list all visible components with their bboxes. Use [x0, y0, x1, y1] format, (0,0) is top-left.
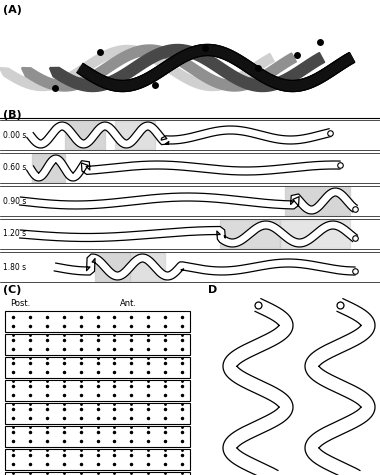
Polygon shape	[305, 299, 375, 475]
Bar	[5, 311, 190, 332]
Bar	[85, 312, 125, 331]
Bar	[5, 357, 190, 378]
Text: (C): (C)	[3, 285, 21, 295]
Bar	[53, 450, 91, 469]
Text: Post.: Post.	[10, 299, 30, 308]
Polygon shape	[80, 45, 355, 92]
Polygon shape	[22, 45, 296, 91]
Bar	[80, 427, 120, 446]
Polygon shape	[223, 351, 242, 382]
Polygon shape	[356, 310, 375, 341]
Polygon shape	[305, 351, 324, 382]
Bar	[70, 404, 112, 423]
Text: Ant.: Ant.	[120, 299, 137, 308]
Text: (A): (A)	[3, 5, 22, 15]
Polygon shape	[54, 254, 355, 280]
Polygon shape	[0, 46, 274, 91]
Polygon shape	[27, 155, 340, 181]
Bar	[5, 449, 190, 470]
Bar	[5, 334, 190, 355]
Bar	[105, 381, 160, 400]
Bar	[5, 380, 190, 401]
Text: 0.90 s: 0.90 s	[3, 197, 26, 206]
Bar	[25, 358, 55, 377]
Text: 0.60 s: 0.60 s	[3, 163, 26, 172]
Polygon shape	[27, 122, 331, 148]
Polygon shape	[274, 310, 293, 341]
Text: (B): (B)	[3, 110, 22, 120]
Bar	[5, 472, 190, 475]
Text: 1.80 s: 1.80 s	[3, 263, 26, 272]
Bar	[65, 473, 107, 475]
Text: D: D	[208, 285, 217, 295]
Polygon shape	[305, 432, 324, 464]
Polygon shape	[223, 432, 242, 464]
Bar	[5, 403, 190, 424]
Polygon shape	[20, 221, 358, 247]
Bar	[5, 426, 190, 447]
Polygon shape	[19, 188, 357, 214]
Polygon shape	[274, 391, 293, 423]
Text: 1.20 s: 1.20 s	[3, 229, 26, 238]
Bar	[60, 335, 105, 354]
Text: 0.00 s: 0.00 s	[3, 131, 26, 140]
Polygon shape	[356, 391, 375, 423]
Polygon shape	[223, 299, 293, 475]
Polygon shape	[50, 45, 325, 92]
Polygon shape	[77, 45, 355, 92]
